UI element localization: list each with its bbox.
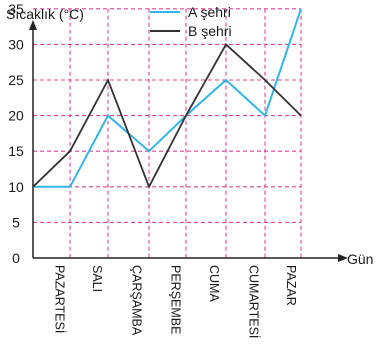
x-category-label-2: SALI xyxy=(90,265,104,292)
x-axis-title: Gün xyxy=(347,251,373,267)
x-axis-arrow xyxy=(338,254,348,262)
y-tick-label-30: 30 xyxy=(8,36,24,52)
legend-label-1: A şehri xyxy=(188,4,231,20)
x-category-label-5: CUMA xyxy=(207,265,221,302)
y-tick-label-0: 0 xyxy=(12,250,20,266)
series-lines xyxy=(32,8,302,189)
y-tick-label-10: 10 xyxy=(8,179,24,195)
x-category-label-6: CUMARTESİ xyxy=(247,265,261,338)
y-tick-label-20: 20 xyxy=(8,108,24,124)
axes xyxy=(29,20,348,262)
legend: A şehri B şehri xyxy=(150,4,232,39)
series-line-2 xyxy=(32,42,302,189)
y-tick-label-25: 25 xyxy=(8,72,24,88)
legend-label-2: B şehri xyxy=(188,23,232,39)
x-category-label-7: PAZAR xyxy=(284,265,298,306)
y-tick-label-15: 15 xyxy=(8,143,24,159)
y-axis-title: Sıcaklık (°C) xyxy=(6,6,84,22)
y-axis-arrow xyxy=(29,20,37,30)
y-tick-label-35: 35 xyxy=(8,1,24,17)
x-category-label-1: PAZARTESİ xyxy=(53,265,67,333)
y-tick-label-5: 5 xyxy=(12,214,20,230)
series-line-1 xyxy=(33,8,302,188)
x-category-label-3: ÇARŞAMBA xyxy=(130,265,144,336)
x-category-label-4: PERŞEMBE xyxy=(169,265,183,334)
